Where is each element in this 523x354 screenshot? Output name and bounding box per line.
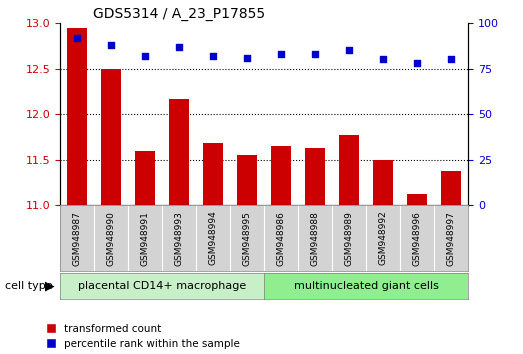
Point bbox=[413, 60, 422, 66]
Bar bbox=[135, 151, 155, 205]
Bar bbox=[407, 194, 427, 205]
Text: cell type: cell type bbox=[5, 281, 53, 291]
Text: multinucleated giant cells: multinucleated giant cells bbox=[293, 281, 439, 291]
Text: GSM948994: GSM948994 bbox=[209, 211, 218, 266]
Point bbox=[141, 53, 150, 59]
Bar bbox=[237, 155, 257, 205]
Text: GSM948996: GSM948996 bbox=[413, 211, 422, 266]
Bar bbox=[271, 146, 291, 205]
Bar bbox=[101, 69, 121, 205]
Bar bbox=[305, 148, 325, 205]
Point bbox=[107, 42, 116, 48]
Text: GSM948986: GSM948986 bbox=[277, 211, 286, 266]
Legend: transformed count, percentile rank within the sample: transformed count, percentile rank withi… bbox=[47, 324, 240, 349]
Bar bbox=[203, 143, 223, 205]
Bar bbox=[441, 171, 461, 205]
Text: placental CD14+ macrophage: placental CD14+ macrophage bbox=[78, 281, 246, 291]
Point bbox=[345, 47, 354, 53]
Point bbox=[311, 51, 320, 57]
Text: GSM948989: GSM948989 bbox=[345, 211, 354, 266]
Text: GSM948992: GSM948992 bbox=[379, 211, 388, 266]
Text: GSM948988: GSM948988 bbox=[311, 211, 320, 266]
Text: GSM948990: GSM948990 bbox=[107, 211, 116, 266]
Text: ▶: ▶ bbox=[46, 279, 55, 292]
Text: GSM948995: GSM948995 bbox=[243, 211, 252, 266]
Point bbox=[277, 51, 286, 57]
Point bbox=[175, 44, 184, 50]
Point bbox=[243, 55, 252, 61]
Point bbox=[73, 35, 82, 40]
Bar bbox=[67, 28, 87, 205]
Text: GDS5314 / A_23_P17855: GDS5314 / A_23_P17855 bbox=[93, 7, 265, 21]
Point bbox=[379, 57, 388, 62]
Text: GSM948987: GSM948987 bbox=[73, 211, 82, 266]
Bar bbox=[339, 135, 359, 205]
Text: GSM948993: GSM948993 bbox=[175, 211, 184, 266]
Point bbox=[447, 57, 456, 62]
Text: GSM948997: GSM948997 bbox=[447, 211, 456, 266]
Bar bbox=[169, 99, 189, 205]
Bar bbox=[373, 160, 393, 205]
Point bbox=[209, 53, 218, 59]
Text: GSM948991: GSM948991 bbox=[141, 211, 150, 266]
